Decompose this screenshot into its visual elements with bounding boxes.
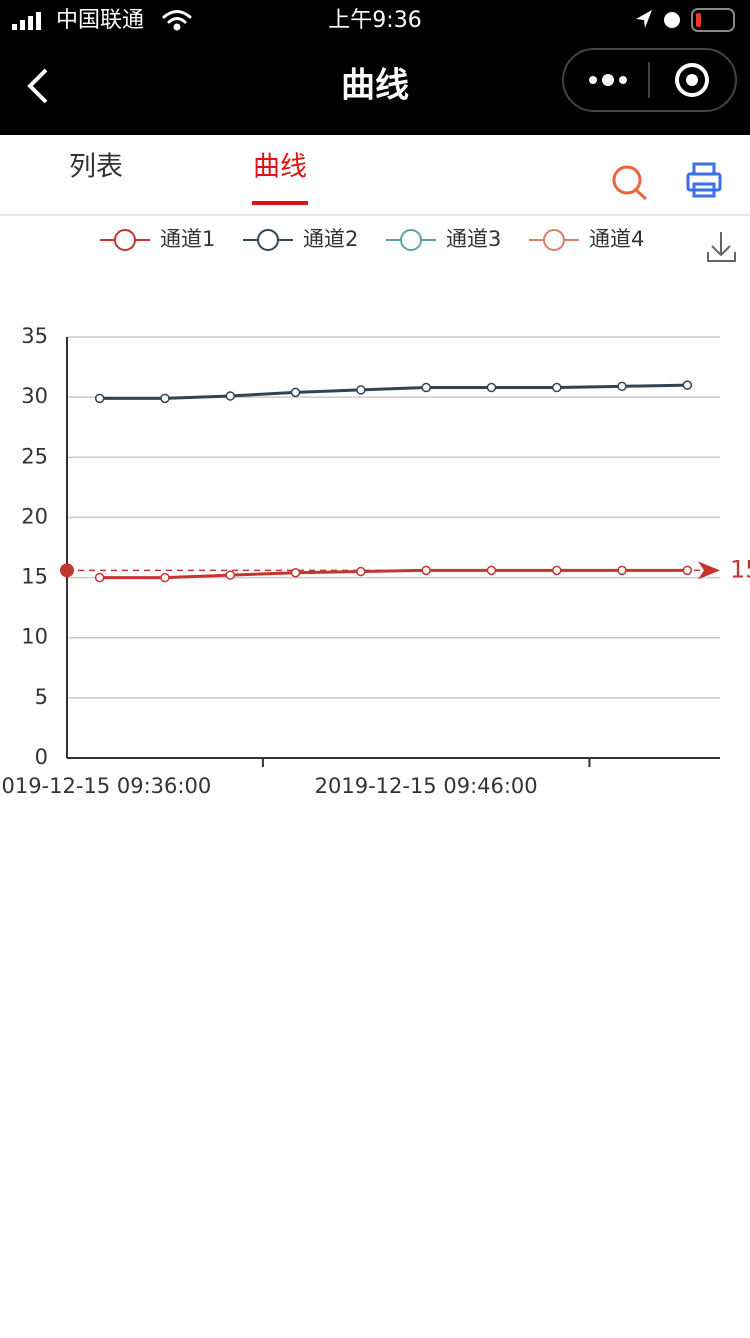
data-point — [290, 568, 301, 578]
legend-label: 通道1 — [160, 227, 215, 251]
location-icon — [636, 10, 652, 28]
tab-active[interactable]: 曲线 — [253, 152, 307, 183]
carrier: 中国联通 — [56, 8, 144, 33]
y-tick-label: 10 — [21, 625, 48, 649]
x-tick-label: 2019-12-15 09:36:00 — [0, 774, 211, 798]
data-point — [290, 387, 301, 398]
data-point — [682, 380, 693, 390]
data-point — [421, 565, 431, 576]
data-point — [94, 572, 105, 583]
x-tick-label: 2019-12-15 09:46:00 — [315, 774, 538, 798]
signal-icon — [12, 12, 41, 30]
data-point — [160, 572, 170, 583]
battery-level — [696, 13, 701, 27]
print-button[interactable] — [686, 162, 722, 198]
data-point — [225, 391, 235, 401]
battery-icon — [691, 8, 735, 32]
mark-line-arrow — [698, 561, 720, 580]
series-line — [99, 383, 688, 400]
series-line — [99, 568, 688, 580]
legend-label: 通道2 — [303, 227, 358, 251]
legend-marker — [543, 229, 565, 251]
y-tick-label: 0 — [35, 745, 48, 769]
data-point — [94, 393, 105, 404]
y-tick-label: 20 — [21, 504, 48, 528]
legend-marker — [114, 229, 136, 251]
alarm-icon — [664, 12, 680, 28]
legend-label: 通道3 — [446, 227, 501, 251]
data-point — [617, 565, 627, 576]
data-point — [552, 565, 562, 576]
data-point — [552, 382, 562, 393]
y-tick-label: 30 — [21, 384, 48, 408]
data-point — [421, 382, 431, 393]
search-button[interactable] — [612, 165, 648, 201]
tab-underline — [252, 201, 308, 205]
data-point — [682, 565, 693, 576]
y-tick-label: 15 — [21, 565, 48, 589]
more-button[interactable] — [589, 74, 627, 86]
close-button[interactable] — [675, 63, 709, 97]
data-point — [160, 393, 170, 404]
mark-line-label: 15.6 — [730, 555, 750, 583]
legend-label: 通道4 — [589, 227, 644, 251]
data-point — [356, 385, 366, 395]
y-tick-label: 35 — [21, 324, 48, 348]
nav-title: 曲线 — [341, 66, 409, 106]
back-button[interactable] — [27, 68, 48, 104]
legend-marker — [400, 229, 422, 251]
download-button[interactable] — [707, 232, 736, 262]
legend-marker — [257, 229, 279, 251]
y-tick-label: 5 — [35, 685, 48, 709]
data-point — [356, 566, 366, 577]
data-point — [617, 381, 627, 392]
tab[interactable]: 列表 — [69, 152, 123, 183]
data-point — [486, 382, 497, 393]
data-point — [486, 565, 497, 576]
clock: 上午9:36 — [328, 8, 421, 33]
data-point — [225, 570, 235, 580]
wifi-icon — [162, 10, 192, 31]
mark-line-start — [60, 563, 74, 578]
y-tick-label: 25 — [21, 444, 48, 468]
